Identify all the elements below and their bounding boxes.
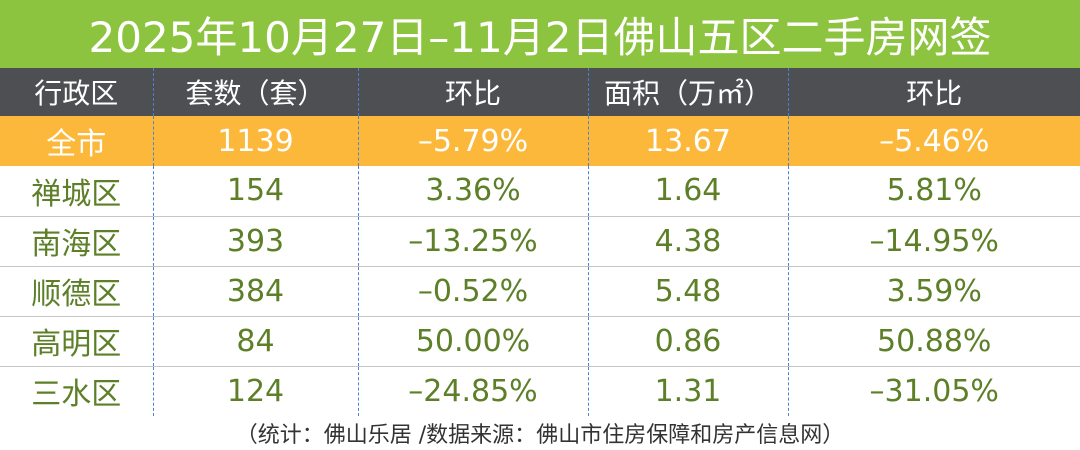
table-header-row: 行政区 套数（套） 环比 面积（万㎡） 环比 bbox=[0, 68, 1080, 116]
cell-area: 0.86 bbox=[588, 316, 789, 367]
cell-units-mom: –13.25% bbox=[358, 216, 589, 267]
table-row: 三水区 124 –24.85% 1.31 –31.05% bbox=[0, 366, 1080, 417]
cell-units: 393 bbox=[153, 216, 359, 267]
cell-area-mom: –14.95% bbox=[788, 216, 1080, 267]
cell-area: 13.67 bbox=[588, 116, 789, 166]
cell-area-mom: –31.05% bbox=[788, 366, 1080, 417]
cell-units-mom: –0.52% bbox=[358, 266, 589, 317]
cell-units-mom: –24.85% bbox=[358, 366, 589, 417]
header-units-mom: 环比 bbox=[358, 68, 589, 116]
cell-district: 全市 bbox=[0, 116, 154, 166]
cell-area: 1.64 bbox=[588, 166, 789, 217]
cell-area: 1.31 bbox=[588, 366, 789, 417]
header-area-mom: 环比 bbox=[906, 77, 963, 110]
cell-units-mom: 3.36% bbox=[358, 166, 589, 217]
cell-units: 84 bbox=[153, 316, 359, 367]
table-row-total: 全市 1139 –5.79% 13.67 –5.46% bbox=[0, 116, 1080, 166]
header-area: 面积（万㎡） bbox=[588, 68, 789, 116]
cell-units: 124 bbox=[153, 366, 359, 417]
cell-units: 1139 bbox=[153, 116, 359, 166]
cell-units: 154 bbox=[153, 166, 359, 217]
table-row: 顺德区 384 –0.52% 5.48 3.59% bbox=[0, 266, 1080, 317]
header-district: 行政区 bbox=[0, 68, 154, 116]
cell-district: 南海区 bbox=[0, 216, 154, 267]
table-row: 高明区 84 50.00% 0.86 50.88% bbox=[0, 316, 1080, 367]
cell-units-mom: –5.79% bbox=[358, 116, 589, 166]
cell-area-mom: 3.59% bbox=[788, 266, 1080, 317]
header-units: 套数（套） bbox=[153, 68, 359, 116]
cell-area: 4.38 bbox=[588, 216, 789, 267]
data-table: 行政区 套数（套） 环比 面积（万㎡） 环比 全市 1139 –5.79% 13… bbox=[0, 68, 1080, 417]
cell-area-mom: 5.81% bbox=[788, 166, 1080, 217]
cell-area: 5.48 bbox=[588, 266, 789, 317]
cell-district: 高明区 bbox=[0, 316, 154, 367]
cell-district: 顺德区 bbox=[0, 266, 154, 317]
source-note: （统计：佛山乐居 /数据来源：佛山市住房保障和房产信息网） bbox=[0, 416, 1080, 450]
cell-area-mom: –5.46% bbox=[788, 116, 1080, 166]
table-row: 禅城区 154 3.36% 1.64 5.81% bbox=[0, 166, 1080, 217]
cell-units-mom: 50.00% bbox=[358, 316, 589, 367]
cell-units: 384 bbox=[153, 266, 359, 317]
page-title: 2025年10月27日–11月2日佛山五区二手房网签 bbox=[0, 0, 1080, 68]
cell-district: 三水区 bbox=[0, 366, 154, 417]
table-row: 南海区 393 –13.25% 4.38 –14.95% bbox=[0, 216, 1080, 267]
cell-area-mom: 50.88% bbox=[788, 316, 1080, 367]
cell-district: 禅城区 bbox=[0, 166, 154, 217]
